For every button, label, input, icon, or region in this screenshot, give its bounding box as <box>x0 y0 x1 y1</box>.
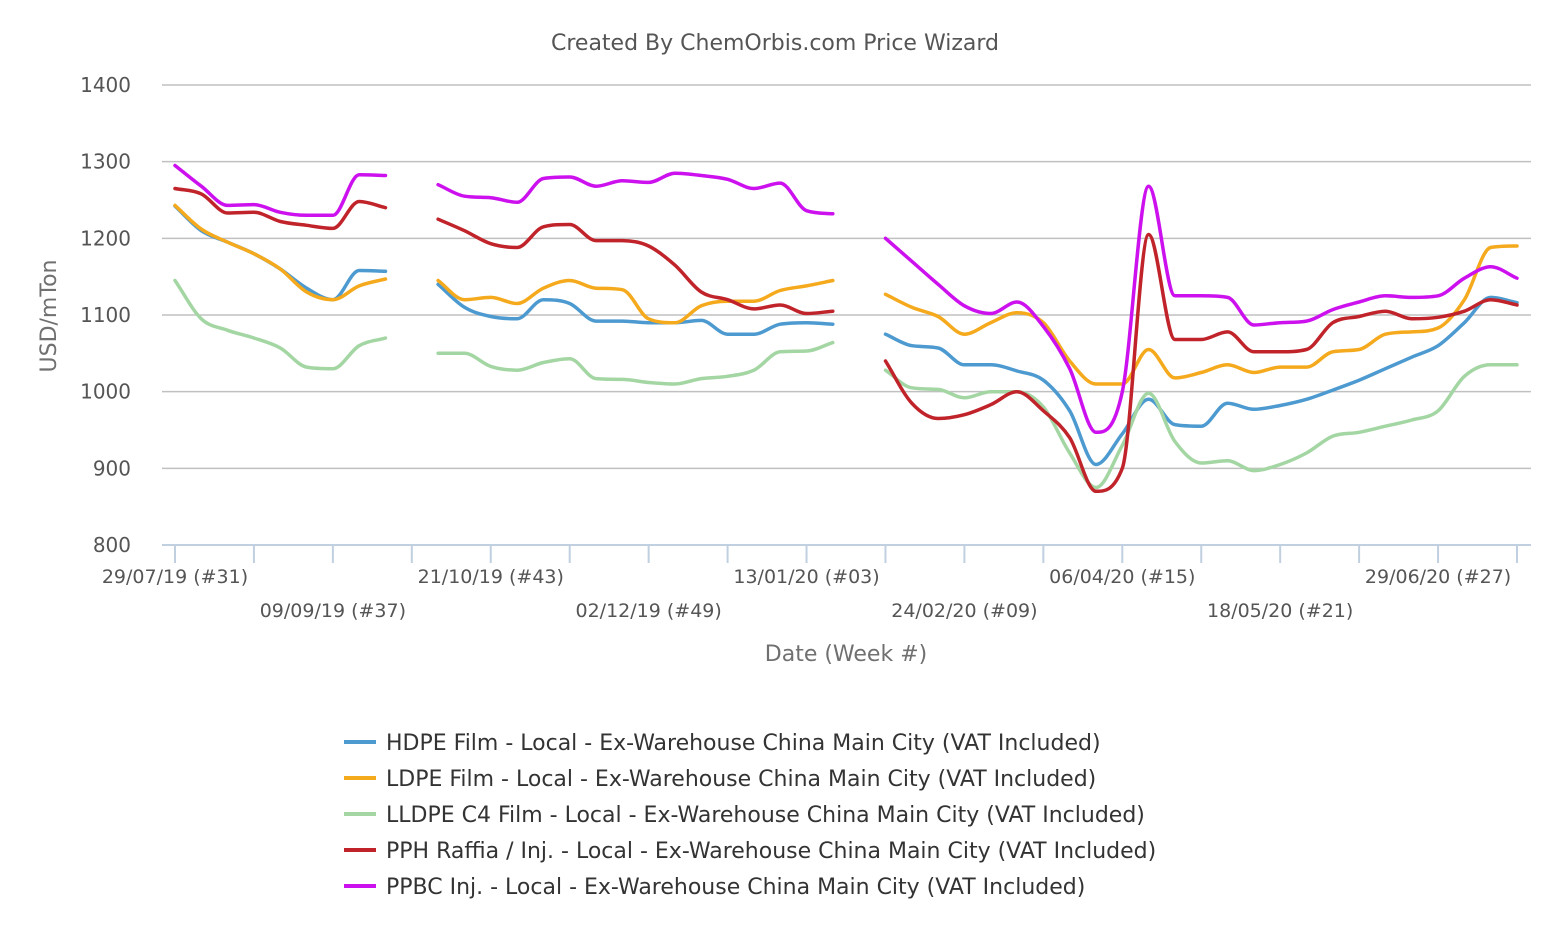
series-line <box>436 171 835 216</box>
series-4 <box>173 163 1519 435</box>
series-line <box>883 295 1519 467</box>
x-tick-label: 09/09/19 (#37) <box>260 600 406 622</box>
series-lines <box>173 163 1519 494</box>
y-tick-label: 1400 <box>80 73 131 97</box>
x-tick-label: 18/05/20 (#21) <box>1207 600 1353 622</box>
series-line <box>173 163 388 218</box>
series-line <box>883 363 1519 490</box>
series-line <box>436 217 835 316</box>
series-line <box>173 203 388 302</box>
series-1 <box>173 203 1519 386</box>
gridlines: 800 900 1000 1100 1200 1300 1400 <box>80 73 1531 557</box>
series-0 <box>173 204 1519 467</box>
series-line <box>436 340 835 386</box>
series-line <box>883 232 1519 494</box>
chart-title: Created By ChemOrbis.com Price Wizard <box>551 31 999 56</box>
y-tick-label: 900 <box>93 456 131 480</box>
legend-label: PPBC Inj. - Local - Ex-Warehouse China M… <box>386 875 1085 900</box>
legend-item[interactable]: PPH Raffia / Inj. - Local - Ex-Warehouse… <box>344 839 1156 864</box>
series-3 <box>173 186 1519 494</box>
legend-item[interactable]: HDPE Film - Local - Ex-Warehouse China M… <box>344 731 1101 756</box>
series-line <box>883 244 1519 386</box>
x-axis: 29/07/19 (#31) 09/09/19 (#37) 21/10/19 (#4… <box>102 544 1531 622</box>
series-line <box>436 278 835 325</box>
y-axis-label: USD/mTon <box>37 260 62 373</box>
x-tick-label: 13/01/20 (#03) <box>733 566 879 588</box>
x-tick-label: 06/04/20 (#15) <box>1049 566 1195 588</box>
y-tick-label: 1000 <box>80 380 131 404</box>
x-tick-label: 02/12/19 (#49) <box>575 600 721 622</box>
legend-label: PPH Raffia / Inj. - Local - Ex-Warehouse… <box>386 839 1156 864</box>
legend-label: HDPE Film - Local - Ex-Warehouse China M… <box>386 731 1101 756</box>
x-tick-label: 24/02/20 (#09) <box>891 600 1037 622</box>
series-line <box>436 282 835 336</box>
series-line <box>173 278 388 371</box>
series-line <box>883 184 1519 435</box>
y-tick-label: 1100 <box>80 303 131 327</box>
legend-item[interactable]: LLDPE C4 Film - Local - Ex-Warehouse Chi… <box>344 803 1145 828</box>
legend: HDPE Film - Local - Ex-Warehouse China M… <box>344 731 1156 900</box>
x-tick-label: 29/06/20 (#27) <box>1365 566 1511 588</box>
y-tick-label: 1300 <box>80 150 131 174</box>
x-tick-label: 21/10/19 (#43) <box>418 566 564 588</box>
x-tick-label: 29/07/19 (#31) <box>102 566 248 588</box>
y-tick-label: 1200 <box>80 226 131 250</box>
legend-item[interactable]: LDPE Film - Local - Ex-Warehouse China M… <box>344 767 1096 792</box>
legend-label: LDPE Film - Local - Ex-Warehouse China M… <box>386 767 1096 792</box>
legend-item[interactable]: PPBC Inj. - Local - Ex-Warehouse China M… <box>344 875 1085 900</box>
series-2 <box>173 278 1519 490</box>
series-line <box>173 186 388 231</box>
x-axis-label: Date (Week #) <box>765 642 927 667</box>
legend-label: LLDPE C4 Film - Local - Ex-Warehouse Chi… <box>386 803 1145 828</box>
y-tick-label: 800 <box>93 533 131 557</box>
